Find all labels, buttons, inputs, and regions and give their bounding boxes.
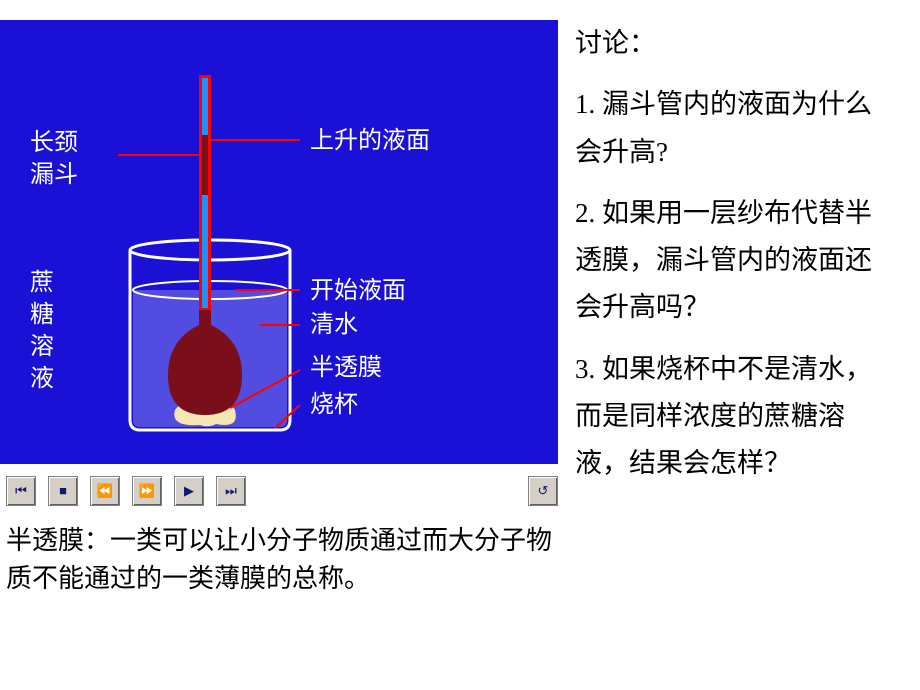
question-1: 1. 漏斗管内的液面为什么会升高? [575, 81, 895, 176]
label-rising: 上升的液面 [310, 127, 430, 154]
label-start-level: 开始液面 [310, 277, 406, 304]
last-button[interactable]: ⏭ [216, 476, 246, 506]
first-button[interactable]: ⏮ [6, 476, 36, 506]
definition-text: 半透膜：一类可以让小分子物质通过而大分子物质不能通过的一类薄膜的总称。 [0, 522, 558, 597]
label-membrane: 半透膜 [310, 354, 382, 381]
play-button[interactable]: ▶ [174, 476, 204, 506]
diagram-svg: 长颈 漏斗 蔗 糖 溶 液 上升的液面 开始液面 清水 半透膜 烧杯 [0, 20, 558, 464]
rewind-button[interactable]: ⏪ [90, 476, 120, 506]
label-beaker: 烧杯 [310, 391, 358, 418]
discussion-panel: 讨论： 1. 漏斗管内的液面为什么会升高? 2. 如果用一层纱布代替半透膜，漏斗… [575, 20, 895, 501]
label-water: 清水 [310, 311, 358, 338]
media-controls: ⏮ ■ ⏪ ⏩ ▶ ⏭ ↺ [0, 476, 558, 506]
stop-button[interactable]: ■ [48, 476, 78, 506]
question-3: 3. 如果烧杯中不是清水，而是同样浓度的蔗糖溶液，结果会怎样？ [575, 346, 895, 488]
loop-button[interactable]: ↺ [528, 476, 558, 506]
question-2: 2. 如果用一层纱布代替半透膜，漏斗管内的液面还会升高吗？ [575, 190, 895, 332]
osmosis-diagram: 长颈 漏斗 蔗 糖 溶 液 上升的液面 开始液面 清水 半透膜 烧杯 [0, 20, 558, 464]
discussion-title: 讨论： [575, 20, 895, 67]
forward-button[interactable]: ⏩ [132, 476, 162, 506]
